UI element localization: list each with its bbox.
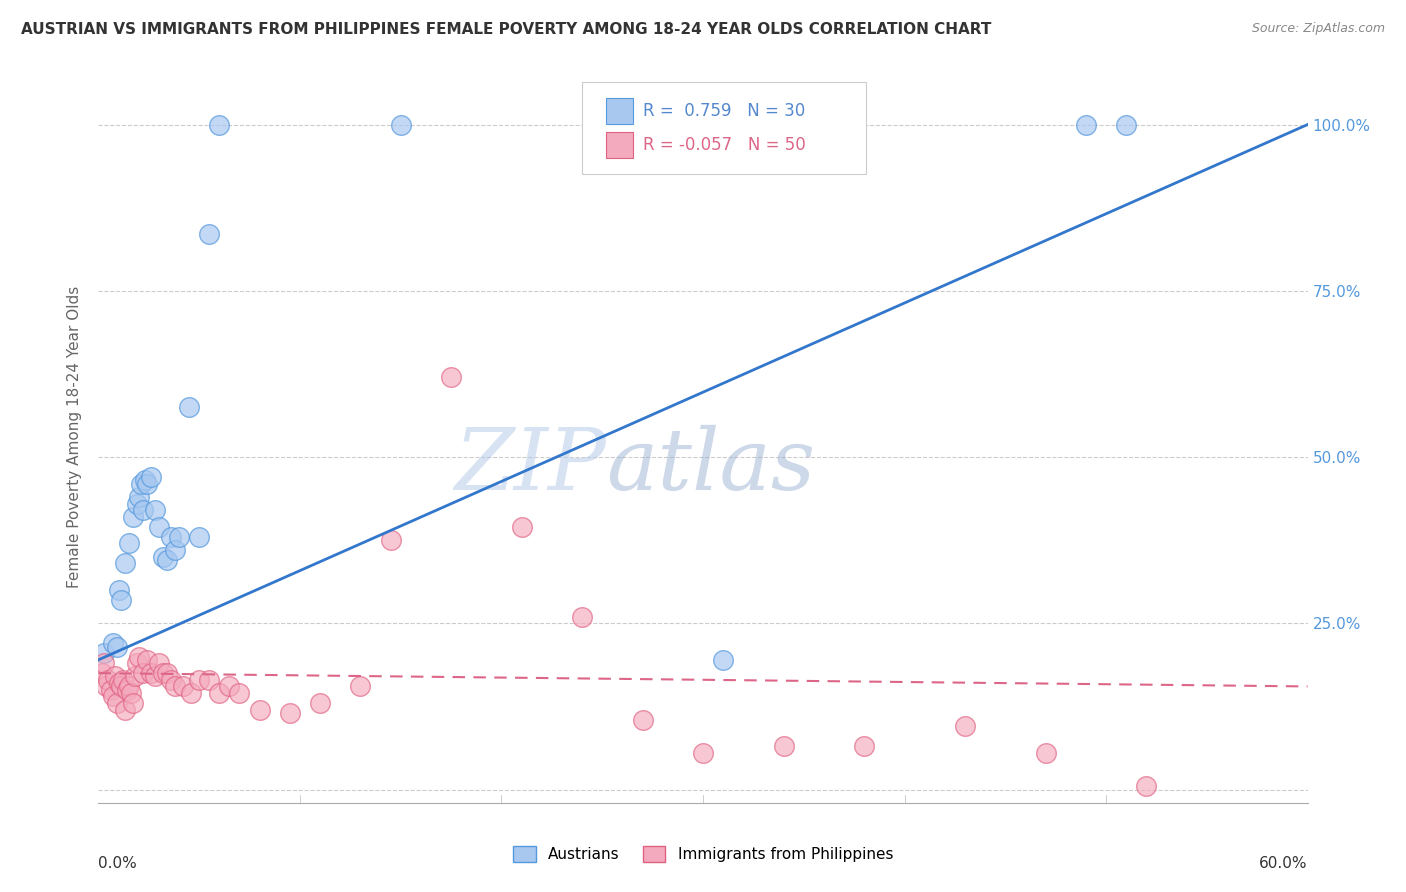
Point [172,680,194,694]
Point [208,686,231,700]
Point [1074,118,1097,132]
Point [389,118,412,132]
Point [143,669,166,683]
Point [132,503,155,517]
Legend: Austrians, Immigrants from Philippines: Austrians, Immigrants from Philippines [506,840,900,868]
Point [1115,118,1137,132]
Text: Source: ZipAtlas.com: Source: ZipAtlas.com [1251,22,1385,36]
Point [121,509,143,524]
Point [111,673,134,687]
Point [125,656,148,670]
Point [1135,779,1157,793]
Point [107,676,129,690]
Point [135,476,157,491]
Point [156,666,179,681]
Bar [606,98,633,124]
Point [163,543,186,558]
Point [167,530,190,544]
Point [128,490,150,504]
Point [380,533,402,548]
Text: 60.0%: 60.0% [1260,856,1308,871]
Point [180,686,202,700]
Point [711,653,734,667]
Point [853,739,876,754]
Text: atlas: atlas [606,425,815,508]
FancyBboxPatch shape [582,82,866,174]
Point [631,713,654,727]
Point [249,703,271,717]
Point [91,666,114,681]
Y-axis label: Female Poverty Among 18-24 Year Olds: Female Poverty Among 18-24 Year Olds [67,286,83,588]
Point [143,503,166,517]
Point [156,553,179,567]
Point [132,666,155,681]
Point [198,227,221,242]
Point [228,686,250,700]
Point [179,400,201,414]
Point [118,536,141,550]
Point [160,673,183,687]
Point [160,530,183,544]
Point [772,739,794,754]
Point [100,682,122,697]
Point [124,669,146,683]
Text: AUSTRIAN VS IMMIGRANTS FROM PHILIPPINES FEMALE POVERTY AMONG 18-24 YEAR OLDS COR: AUSTRIAN VS IMMIGRANTS FROM PHILIPPINES … [21,22,991,37]
Point [97,673,120,687]
Text: ZIP: ZIP [454,425,606,508]
Point [152,549,174,564]
Point [105,696,128,710]
Point [188,673,211,687]
Point [148,520,170,534]
Point [125,497,148,511]
Point [139,666,162,681]
Point [93,646,115,660]
Point [135,653,157,667]
Point [440,370,463,384]
Point [93,656,115,670]
Point [110,680,132,694]
Point [953,719,976,733]
Point [278,706,301,720]
Point [309,696,332,710]
Point [198,673,221,687]
Point [115,682,138,697]
Point [128,649,150,664]
Point [114,703,136,717]
Point [152,666,174,681]
Point [163,680,186,694]
Point [118,680,141,694]
Point [120,686,142,700]
Point [1035,746,1057,760]
Point [148,656,170,670]
Point [105,640,128,654]
Point [110,593,132,607]
Point [349,680,371,694]
Text: 0.0%: 0.0% [98,856,138,871]
Point [129,476,152,491]
Point [107,582,129,597]
Point [208,118,231,132]
Point [571,609,593,624]
Text: R = -0.057   N = 50: R = -0.057 N = 50 [643,136,806,153]
Point [510,520,533,534]
Point [96,680,118,694]
Bar [606,132,633,158]
Point [692,746,714,760]
Point [114,557,136,571]
Text: R =  0.759   N = 30: R = 0.759 N = 30 [643,102,804,120]
Point [134,473,156,487]
Point [103,669,125,683]
Point [188,530,211,544]
Point [139,470,162,484]
Point [121,696,143,710]
Point [101,690,124,704]
Point [101,636,124,650]
Point [218,680,240,694]
